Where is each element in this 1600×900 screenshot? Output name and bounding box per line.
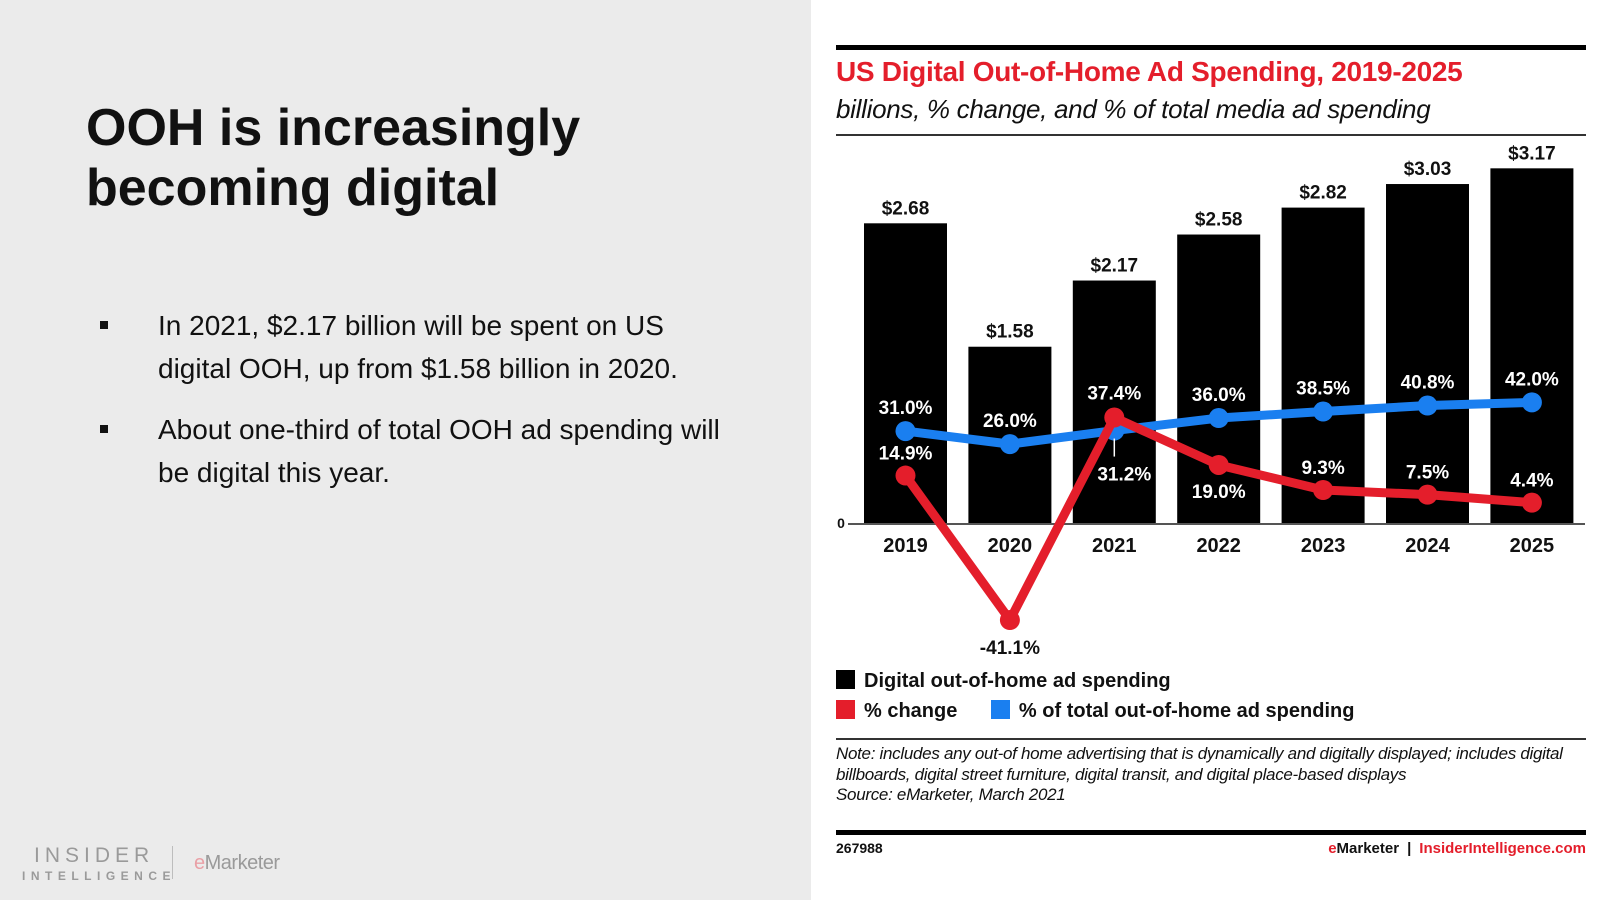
source-text: Source: eMarketer, March 2021: [836, 785, 1066, 804]
share-value-label: 31.0%: [879, 398, 933, 419]
lines-layer: [895, 392, 1542, 631]
change-point: [1313, 480, 1334, 501]
bullet-item: About one-third of total OOH ad spending…: [96, 408, 736, 494]
change-value-label: 19.0%: [1192, 482, 1246, 503]
share-value-label: 40.8%: [1401, 373, 1455, 394]
change-point: [895, 465, 916, 486]
chart-top-rule: [836, 45, 1586, 50]
y-axis-zero-label: 0: [837, 515, 845, 531]
change-point: [999, 610, 1020, 631]
legend-swatch-red: [836, 700, 855, 719]
logo-insider-text: INSIDER: [34, 844, 155, 867]
bar-value-label: $3.03: [1404, 159, 1452, 180]
emarketer-logo-rest: Marketer: [204, 852, 280, 874]
bar-2021: [1072, 280, 1156, 524]
chart-subtitle: billions, % change, and % of total media…: [836, 94, 1431, 124]
share-point: [895, 421, 916, 442]
bar-2023: [1281, 207, 1365, 524]
x-tick-label: 2019: [883, 535, 928, 557]
change-value-label: 14.9%: [879, 444, 933, 465]
legend-label: % of total out-of-home ad spending: [1018, 700, 1355, 722]
logo-intelligence-text: INTELLIGENCE: [22, 869, 177, 883]
bar-value-label: $1.58: [986, 322, 1034, 343]
bar-2024: [1386, 184, 1469, 524]
legend-row-1: Digital out-of-home ad spending: [836, 670, 1199, 696]
chart-note: Note: includes any out-of home advertisi…: [836, 744, 1576, 806]
share-point: [1313, 401, 1334, 422]
share-value-label: 42.0%: [1505, 369, 1559, 390]
slide-title: OOH is increasingly becoming digital: [86, 98, 766, 218]
legend-label: Digital out-of-home ad spending: [864, 670, 1171, 692]
change-point: [1208, 454, 1229, 475]
share-value-label: 38.5%: [1296, 379, 1350, 400]
bar-value-label: $2.68: [882, 198, 930, 219]
share-point: [1521, 392, 1542, 413]
square-bullet-icon: [100, 321, 108, 329]
note-text: Note: includes any out-of home advertisi…: [836, 744, 1563, 784]
legend-item-bars: Digital out-of-home ad spending: [836, 670, 1171, 693]
change-point: [1104, 407, 1125, 428]
bars-layer: [864, 168, 1574, 525]
footer-brand-separator: |: [1407, 840, 1412, 857]
emarketer-logo: eMarketer: [194, 852, 280, 875]
square-bullet-icon: [100, 425, 108, 433]
legend-swatch-blue: [990, 700, 1010, 719]
legend-row-2: % change % of total out-of-home ad spend…: [836, 700, 1382, 726]
chart-id: 267988: [836, 840, 883, 856]
bar-value-label: $2.17: [1091, 256, 1139, 277]
x-tick-label: 2022: [1196, 535, 1241, 557]
x-tick-label: 2024: [1405, 535, 1450, 557]
chart-title: US Digital Out-of-Home Ad Spending, 2019…: [836, 56, 1463, 87]
share-value-label: 31.2%: [1097, 465, 1151, 486]
change-value-label: 4.4%: [1510, 471, 1553, 492]
footer-brand: eMarketer | InsiderIntelligence.com: [1328, 840, 1586, 857]
bar-value-label: $2.58: [1195, 210, 1243, 231]
change-value-label: -41.1%: [980, 638, 1040, 659]
share-value-label: 36.0%: [1192, 385, 1246, 406]
slide-text-panel: OOH is increasingly becoming digital In …: [0, 0, 811, 900]
slide-title-line-1: OOH is increasingly: [86, 99, 581, 157]
bar-2025: [1490, 168, 1574, 525]
legend-label: % change: [864, 700, 958, 722]
x-tick-label: 2020: [988, 535, 1033, 557]
bar-value-label: $2.82: [1299, 183, 1347, 204]
emarketer-logo-e: e: [194, 852, 205, 874]
axis-layer: 0 2019 2020 2021 2022 2023 2024 2025: [837, 515, 1585, 557]
bullet-list: In 2021, $2.17 billion will be spent on …: [96, 304, 736, 512]
chart-bottom-rule: [836, 830, 1586, 835]
legend-item-share: % of total out-of-home ad spending: [990, 700, 1355, 723]
bar-2022: [1177, 234, 1261, 525]
x-tick-label: 2025: [1510, 535, 1555, 557]
legend-item-change: % change: [836, 700, 957, 723]
change-point: [1521, 492, 1542, 513]
slide-title-line-2: becoming digital: [86, 159, 500, 217]
share-value-label: 26.0%: [983, 411, 1037, 432]
legend-swatch-black: [836, 670, 855, 689]
bullet-text: In 2021, $2.17 billion will be spent on …: [158, 310, 678, 384]
change-value-label: 7.5%: [1406, 463, 1449, 484]
change-point: [1417, 484, 1438, 505]
share-point: [1208, 408, 1229, 429]
labels-layer: $2.68 $1.58 $2.17 $2.58 $2.82 $3.03 $3.17 31.0%…: [879, 143, 1559, 659]
note-rule: [836, 738, 1586, 740]
chart-plot: 0 2019 2020 2021 2022 2023 2024 2025 $2.68 $1.58…: [837, 143, 1585, 659]
x-tick-label: 2023: [1301, 535, 1346, 557]
footer-brand-e: e: [1328, 840, 1337, 857]
x-tick-label: 2021: [1092, 535, 1137, 557]
change-value-label: 37.4%: [1087, 384, 1141, 405]
bullet-text: About one-third of total OOH ad spending…: [158, 414, 720, 488]
chart-subtitle-rule: [836, 134, 1586, 136]
share-point: [1417, 395, 1438, 416]
chart-panel: US Digital Out-of-Home Ad Spending, 2019…: [836, 0, 1586, 900]
footer-brand-site[interactable]: InsiderIntelligence.com: [1419, 840, 1586, 857]
logo-divider: [172, 846, 173, 879]
footer-brand-marketer: Marketer: [1336, 840, 1400, 857]
bar-value-label: $3.17: [1508, 143, 1556, 164]
change-value-label: 9.3%: [1301, 458, 1344, 479]
share-point: [999, 434, 1020, 455]
bullet-item: In 2021, $2.17 billion will be spent on …: [96, 304, 736, 390]
